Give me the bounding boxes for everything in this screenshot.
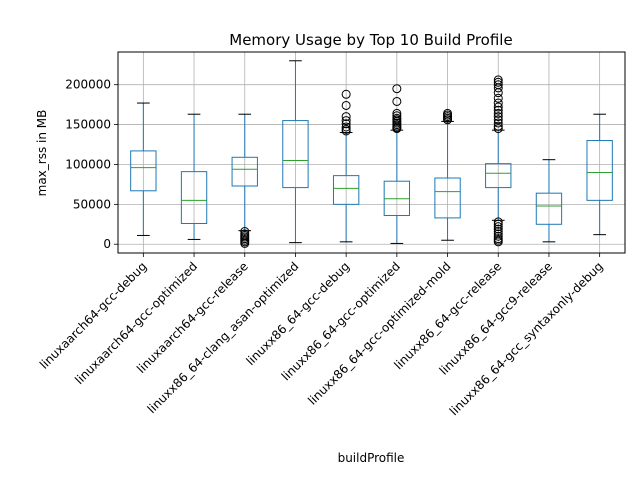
box-group [130, 102, 157, 236]
outlier-point [493, 77, 503, 87]
box-layer [130, 60, 613, 248]
box-iqr [231, 156, 258, 187]
box-group [231, 113, 258, 248]
outlier-point [341, 89, 351, 99]
box-iqr [434, 177, 461, 219]
box-group [485, 75, 512, 247]
chart-title: Memory Usage by Top 10 Build Profile [229, 31, 512, 49]
box-group [586, 113, 613, 236]
outlier-point [493, 108, 503, 118]
box-iqr [282, 120, 309, 189]
outlier-point [493, 105, 503, 115]
y-axis-label: max_rss in MB [35, 110, 49, 197]
box-group [535, 159, 563, 243]
outlier-point [341, 112, 351, 122]
y-tick-label: 200000 [65, 78, 111, 92]
box-iqr [485, 163, 512, 189]
box-iqr [130, 150, 157, 192]
y-axis-ticks: 0 50000 100000 150000 200000 [65, 78, 118, 251]
y-tick-label: 150000 [65, 118, 111, 132]
y-tick-label: 100000 [65, 157, 111, 171]
outlier-point [493, 112, 503, 122]
outlier-point [392, 111, 402, 121]
outlier-point [341, 126, 351, 136]
box-iqr [535, 192, 563, 225]
outlier-point [493, 98, 503, 108]
outlier-point [341, 116, 351, 126]
outlier-point [493, 102, 503, 112]
outlier-point [493, 217, 503, 227]
x-axis-ticks: linuxaarch64-gcc-debuglinuxaarch64-gcc-o… [37, 253, 606, 418]
outlier-point [443, 115, 453, 125]
outlier-point [493, 231, 503, 241]
outlier-point [493, 124, 503, 134]
outlier-point [493, 224, 503, 234]
outlier-point [341, 122, 351, 132]
x-tick-label: linuxx86_64-gcc-debug [243, 259, 352, 368]
outlier-point [341, 119, 351, 129]
outlier-point [493, 222, 503, 232]
outlier-point [493, 118, 503, 128]
plot-frame [117, 51, 626, 254]
x-tick-label: linuxaarch64-gcc-debug [37, 259, 150, 372]
outlier-point [493, 219, 503, 229]
outlier-point [493, 226, 503, 236]
box-group [282, 60, 309, 244]
box-group [434, 108, 461, 241]
outlier-point [493, 237, 503, 247]
outlier-point [240, 238, 250, 248]
outlier-point [392, 124, 402, 134]
outlier-point [392, 96, 402, 106]
box-iqr [332, 175, 360, 205]
box-group [383, 84, 411, 244]
outlier-point [240, 226, 250, 236]
y-tick-label: 0 [103, 237, 111, 251]
outlier-point [493, 93, 503, 103]
x-axis-label: buildProfile [338, 451, 405, 465]
outlier-point [493, 115, 503, 125]
outlier-point [493, 88, 503, 98]
outlier-point [392, 84, 402, 94]
outlier-point [493, 83, 503, 93]
outlier-point [341, 100, 351, 110]
box-group [332, 89, 360, 243]
box-iqr [586, 140, 613, 201]
box-group [180, 113, 208, 240]
box-iqr [180, 171, 208, 224]
y-tick-label: 50000 [73, 197, 111, 211]
outlier-point [493, 121, 503, 131]
